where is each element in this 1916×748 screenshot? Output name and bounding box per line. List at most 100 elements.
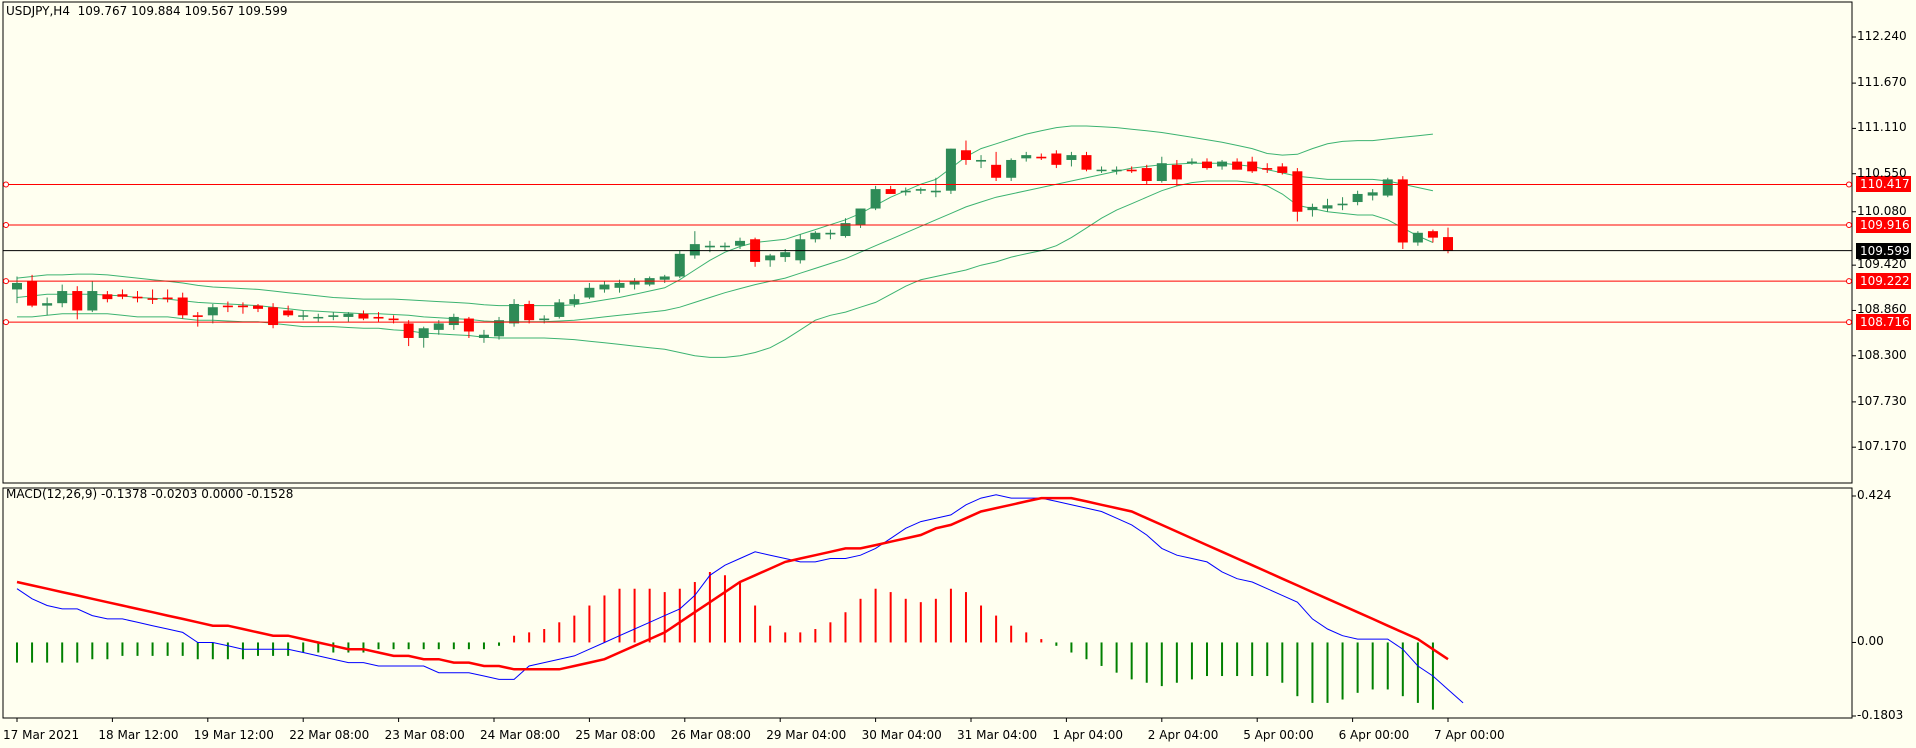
candle-bear [1292, 171, 1303, 212]
candle-bear [1126, 169, 1137, 172]
candle-bear [283, 310, 294, 316]
candle-bull [418, 328, 429, 338]
candle-bear [1171, 164, 1182, 180]
time-tick-label: 5 Apr 00:00 [1243, 728, 1314, 742]
macd-panel [16, 494, 1464, 710]
candle-bull [840, 223, 851, 237]
level-handle-right [1846, 319, 1852, 326]
price-tick-label: 107.730 [1857, 393, 1907, 408]
candle-bull [494, 320, 505, 337]
candle-bull [1186, 161, 1197, 164]
candle-bear [72, 291, 83, 311]
time-tick-label: 31 Mar 04:00 [957, 728, 1038, 742]
level-price-tag: 109.599 [1856, 242, 1911, 259]
price-tick-label: 110.080 [1857, 203, 1907, 218]
price-tick-label: 108.860 [1857, 302, 1907, 317]
chart-frame [2, 1, 1853, 719]
time-tick-label: 25 Mar 08:00 [575, 728, 656, 742]
candle-bear [102, 294, 113, 300]
candlesticks [12, 140, 1453, 348]
level-handle-right [1846, 181, 1852, 188]
candle-bull [976, 159, 987, 162]
candle-bear [253, 305, 264, 309]
level-price-tag: 108.716 [1856, 314, 1911, 331]
chart-header: USDJPY,H4 109.767 109.884 109.567 109.59… [6, 4, 288, 18]
candle-bull [328, 315, 339, 317]
candle-bear [162, 297, 173, 300]
candle-bear [524, 303, 535, 321]
candle-bull [343, 313, 354, 317]
time-tick-label: 7 Apr 00:00 [1434, 728, 1505, 742]
main-panel-border [2, 1, 1853, 484]
time-tick-label: 18 Mar 12:00 [98, 728, 179, 742]
level-handle-left [3, 181, 9, 188]
candle-bear [960, 150, 971, 160]
candle-bear [177, 297, 188, 316]
candle-bear [268, 307, 279, 326]
level-price-tag: 110.417 [1856, 176, 1911, 193]
price-tick-label: 108.300 [1857, 347, 1907, 362]
candle-bear [991, 164, 1002, 178]
candle-bull [554, 302, 565, 317]
candle-bull [1307, 206, 1318, 211]
candle-bull [945, 148, 956, 191]
candle-bull [1382, 179, 1393, 196]
candle-bear [1141, 168, 1152, 182]
macd-title: MACD(12,26,9) -0.1378 -0.0203 0.0000 -0.… [6, 487, 294, 501]
candle-bear [1247, 161, 1258, 172]
time-tick-label: 26 Mar 08:00 [670, 728, 751, 742]
candle-bear [1443, 237, 1453, 251]
price-tick-label: 110.550 [1857, 165, 1907, 180]
candle-bear [885, 189, 896, 194]
candle-bear [1051, 153, 1062, 165]
candle-bear [222, 305, 233, 308]
candle-bull [584, 287, 595, 298]
candle-bear [27, 281, 38, 306]
candle-bull [1367, 192, 1378, 196]
candle-bull [810, 232, 821, 240]
horizontal-levels[interactable] [3, 181, 1852, 326]
candle-bull [765, 255, 776, 261]
candle-bear [1397, 179, 1408, 243]
bollinger-bands [16, 125, 1434, 358]
candle-bull [599, 284, 610, 290]
time-tick-label: 22 Mar 08:00 [289, 728, 370, 742]
candle-bear [1081, 155, 1092, 170]
candle-bull [659, 276, 670, 280]
level-handle-left [3, 278, 9, 285]
price-tick-label: 107.170 [1857, 439, 1907, 454]
candle-bull [539, 318, 550, 321]
candle-bull [298, 315, 309, 317]
bollinger-lower [17, 180, 1434, 358]
candle-bull [1337, 203, 1348, 206]
symbol-label: USDJPY,H4 [6, 4, 70, 18]
macd-tick-label: 0.424 [1857, 488, 1892, 502]
price-tick-label: 111.670 [1857, 75, 1907, 90]
candle-bull [1352, 193, 1363, 203]
time-tick-label: 17 Mar 2021 [3, 728, 80, 742]
candle-bull [719, 245, 730, 248]
candle-bull [57, 291, 68, 304]
candle-bear [373, 316, 384, 319]
candle-bull [1111, 169, 1122, 172]
time-tick-label: 23 Mar 08:00 [384, 728, 465, 742]
candle-bull [689, 244, 700, 256]
candle-bull [870, 189, 881, 209]
bollinger-mid [16, 162, 1434, 323]
candle-bull [614, 282, 625, 288]
level-handle-right [1846, 278, 1852, 285]
candle-bear [237, 305, 248, 308]
candle-bear [1232, 161, 1243, 170]
candle-bear [132, 296, 143, 299]
candle-bull [313, 316, 324, 319]
candle-bear [192, 315, 203, 317]
time-tick-label: 30 Mar 04:00 [861, 728, 942, 742]
candle-bull [1096, 169, 1107, 172]
candle-bear [403, 323, 414, 338]
level-handle-right [1846, 222, 1852, 229]
macd-tick-label: 0.00 [1857, 634, 1884, 649]
macd-panel-border [2, 487, 1853, 719]
time-tick-label: 29 Mar 04:00 [766, 728, 847, 742]
candle-bear [1277, 166, 1288, 173]
